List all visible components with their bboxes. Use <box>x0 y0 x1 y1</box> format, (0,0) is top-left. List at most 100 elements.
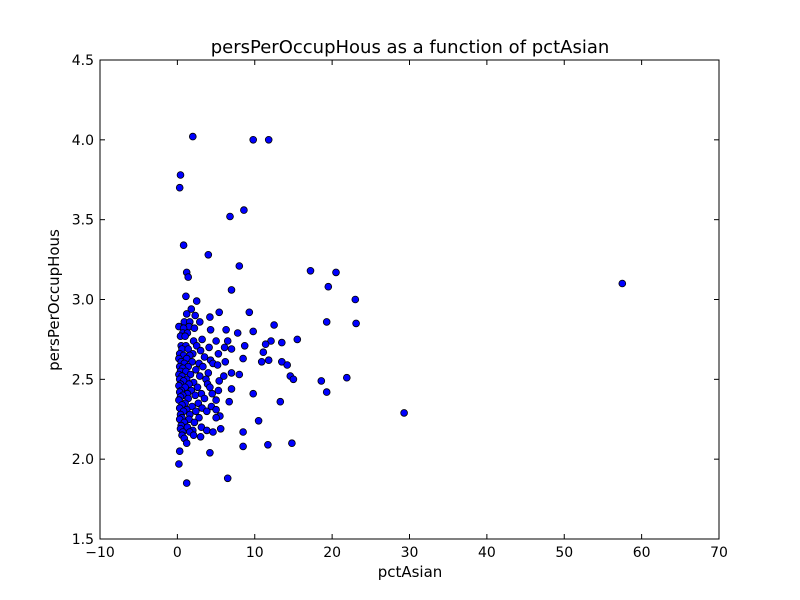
data-point <box>206 313 214 321</box>
data-point <box>306 266 315 275</box>
data-point <box>222 325 230 334</box>
x-tick-label: 20 <box>323 545 341 561</box>
data-point <box>199 362 207 371</box>
data-point <box>220 372 228 380</box>
y-tick-label: 2.0 <box>72 452 94 468</box>
data-point <box>257 357 266 366</box>
data-point <box>400 409 408 417</box>
data-point <box>175 183 184 192</box>
data-point <box>191 311 200 320</box>
data-point <box>223 337 232 345</box>
data-point <box>225 397 234 406</box>
data-point <box>342 373 351 382</box>
data-point <box>249 327 258 336</box>
data-point <box>189 431 198 440</box>
data-point <box>215 377 224 385</box>
data-point <box>277 338 286 347</box>
data-point <box>192 365 200 374</box>
data-point <box>254 416 263 425</box>
points-layer <box>175 132 627 487</box>
data-point <box>196 318 204 326</box>
data-point <box>220 343 229 352</box>
data-point <box>196 372 204 380</box>
y-tick-label: 3.0 <box>72 293 94 309</box>
data-point <box>245 308 254 317</box>
y-tick-label: 1.5 <box>72 532 94 548</box>
data-point <box>227 345 236 353</box>
data-point <box>233 329 242 337</box>
x-tick-label: 0 <box>173 545 182 561</box>
data-point <box>196 346 205 355</box>
data-point <box>190 324 199 333</box>
data-point <box>195 413 203 422</box>
data-point <box>317 377 326 385</box>
data-point <box>203 426 211 435</box>
data-point <box>176 171 185 179</box>
data-point <box>192 341 201 350</box>
data-point <box>196 432 205 441</box>
data-point <box>175 447 184 456</box>
data-point <box>240 341 249 350</box>
data-point <box>226 212 234 221</box>
plot-frame <box>99 59 720 540</box>
data-point <box>212 396 220 404</box>
data-point <box>208 389 217 398</box>
data-point <box>351 295 360 304</box>
data-point <box>261 340 270 349</box>
data-point <box>216 424 225 433</box>
x-axis-label: pctAsian <box>378 563 443 581</box>
data-point <box>189 132 197 141</box>
data-point <box>618 279 627 288</box>
y-tick-label: 4.0 <box>72 133 94 149</box>
data-point <box>249 389 258 398</box>
data-point <box>239 428 247 436</box>
y-axis-label: persPerOccupHous <box>45 229 63 371</box>
data-point <box>283 361 292 369</box>
data-point <box>213 361 222 369</box>
x-tick-label: 40 <box>478 545 496 561</box>
data-point <box>235 262 244 270</box>
x-tick-label: 50 <box>555 545 573 561</box>
data-point <box>276 397 285 406</box>
data-point <box>192 407 200 416</box>
chart-title: persPerOccupHous as a function of pctAsi… <box>211 37 610 58</box>
x-tick-label: 60 <box>633 545 651 561</box>
data-point <box>187 305 196 313</box>
data-point <box>200 394 209 403</box>
data-point <box>181 332 189 341</box>
data-point <box>204 369 213 377</box>
data-point <box>206 325 215 334</box>
data-point <box>191 391 200 400</box>
data-point <box>190 418 199 427</box>
data-point <box>182 310 191 318</box>
data-point <box>203 407 211 416</box>
x-tick-label: −10 <box>85 545 115 561</box>
data-point <box>227 385 236 393</box>
data-point <box>289 375 298 384</box>
data-point <box>206 448 214 457</box>
data-point <box>209 428 217 436</box>
data-point <box>179 241 188 250</box>
data-point <box>240 206 248 214</box>
data-point <box>212 413 220 422</box>
data-point <box>293 335 302 344</box>
data-point <box>214 349 223 358</box>
data-point <box>205 343 213 352</box>
data-point <box>239 442 247 451</box>
data-point <box>249 136 258 144</box>
data-point <box>322 388 331 396</box>
data-point <box>221 357 230 366</box>
data-point <box>324 282 333 291</box>
data-point <box>212 405 220 414</box>
ticks-layer: −10 0 10 20 30 40 50 60 70 1.5 2.0 2.5 3.0 3.5 4.0 4.5 <box>72 53 728 561</box>
data-point <box>206 383 214 392</box>
data-point <box>212 337 220 345</box>
data-point <box>352 319 360 328</box>
data-point <box>215 308 224 317</box>
data-point <box>182 439 191 448</box>
data-point <box>322 318 331 326</box>
x-tick-label: 10 <box>246 545 264 561</box>
y-tick-label: 3.5 <box>72 213 94 229</box>
data-point <box>264 356 273 365</box>
